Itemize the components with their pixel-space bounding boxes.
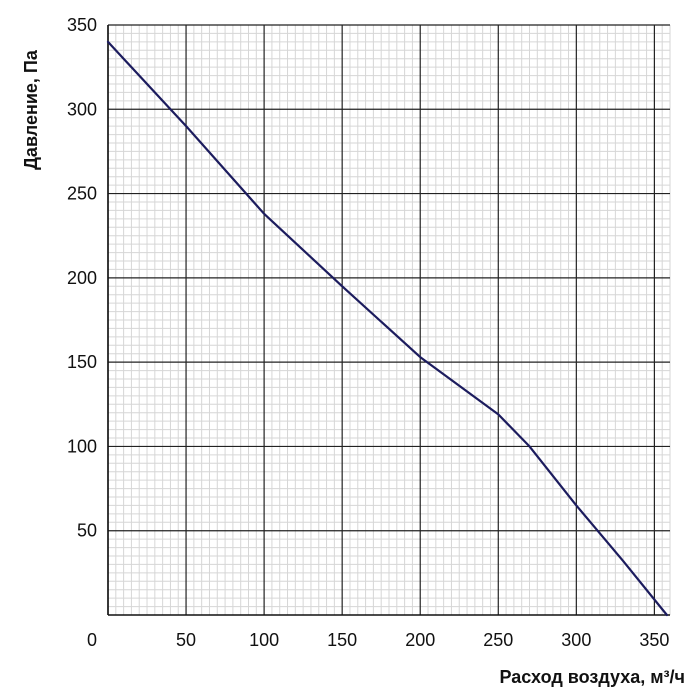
y-tick-label: 100 xyxy=(67,436,97,456)
x-tick-label: 50 xyxy=(176,630,196,650)
x-tick-label: 350 xyxy=(639,630,669,650)
x-tick-label: 100 xyxy=(249,630,279,650)
x-axis-title: Расход воздуха, м³/ч xyxy=(500,667,686,687)
x-tick-label: 150 xyxy=(327,630,357,650)
y-tick-label: 50 xyxy=(77,521,97,541)
y-axis-title: Давление, Па xyxy=(21,49,41,170)
major-grid xyxy=(107,24,670,616)
x-tick-label: 200 xyxy=(405,630,435,650)
x-tick-label: 300 xyxy=(561,630,591,650)
y-tick-label: 250 xyxy=(67,184,97,204)
x-tick-label: 250 xyxy=(483,630,513,650)
series-layer xyxy=(106,40,669,617)
y-tick-label: 150 xyxy=(67,352,97,372)
series-line xyxy=(106,40,669,617)
tick-layer: 0 50 100 150 200 250 300 350 50 100 150 200 250 300 35… xyxy=(67,15,669,650)
y-tick-label: 200 xyxy=(67,268,97,288)
x-tick-label: 0 xyxy=(87,630,97,650)
y-tick-label: 350 xyxy=(67,15,97,35)
y-tick-label: 300 xyxy=(67,99,97,119)
minor-grid xyxy=(108,25,671,615)
